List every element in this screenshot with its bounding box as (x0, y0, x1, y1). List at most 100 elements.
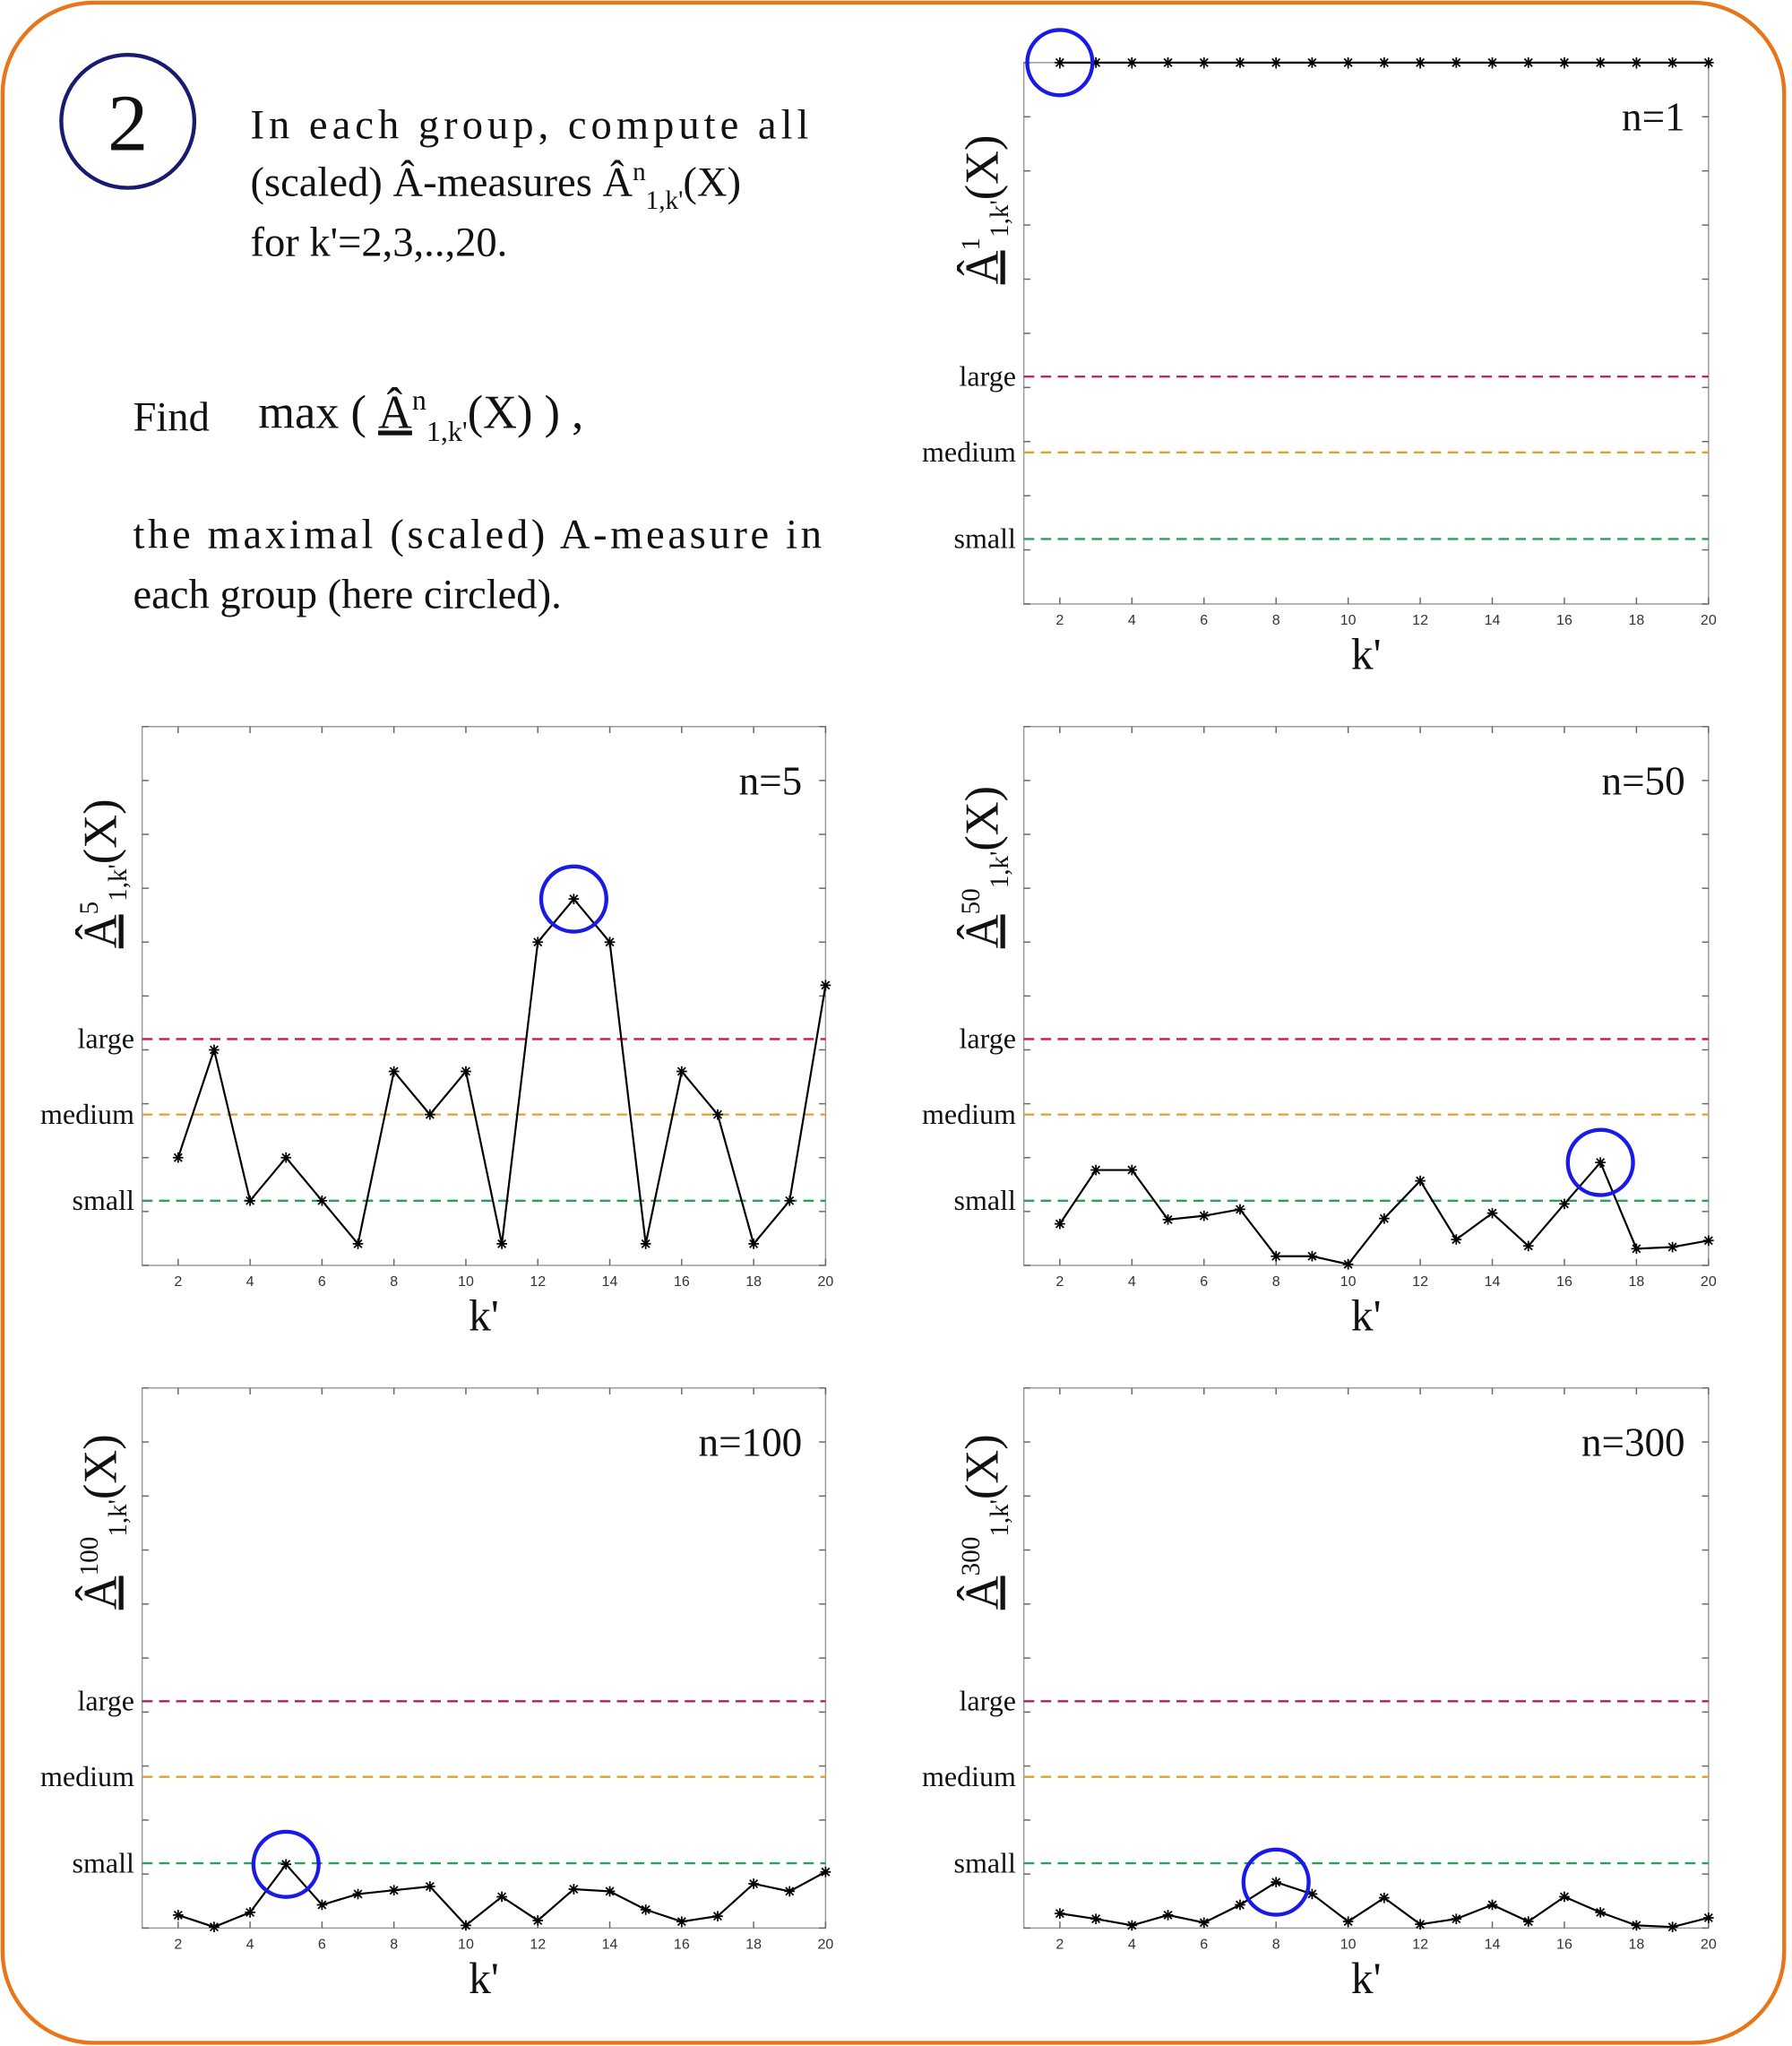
point-marker (1126, 1920, 1138, 1931)
threshold-label: small (954, 1184, 1016, 1216)
formula-op: max ( (258, 386, 378, 438)
threshold-label: medium (922, 436, 1016, 468)
x-tick-label: 14 (1485, 1274, 1501, 1290)
point-marker (1306, 1250, 1318, 1262)
x-tick-label: 18 (1629, 1938, 1645, 1953)
y-axis-label: Â3001,k'(X) (957, 1434, 1015, 1610)
y-label-base: Â (957, 1576, 1009, 1610)
x-tick-label: 8 (1272, 1274, 1280, 1290)
x-tick-label: 18 (745, 1938, 762, 1953)
y-label-sup: 50 (957, 888, 986, 914)
formula-arg: (X) (683, 160, 741, 205)
threshold-label: large (960, 1023, 1016, 1055)
point-marker (1703, 57, 1714, 68)
x-tick-label: 10 (1340, 1274, 1357, 1290)
highlight-circle (1241, 1847, 1311, 1917)
y-label-base: Â (957, 250, 1009, 284)
point-marker (604, 937, 616, 948)
point-marker (1595, 57, 1607, 68)
x-tick-label: 16 (1556, 1274, 1572, 1290)
point-marker (1486, 1207, 1498, 1219)
x-tick-label: 14 (1485, 1938, 1501, 1953)
y-axis-label: Â51,k'(X) (75, 799, 134, 948)
step-circle (59, 52, 197, 190)
x-tick-label: 6 (318, 1274, 326, 1290)
panel-title: n=300 (1581, 1420, 1685, 1464)
threshold-label: medium (922, 1098, 1016, 1130)
y-label-sub: 1,k' (104, 864, 133, 902)
point-marker (1126, 57, 1138, 68)
formula-arg: (X) (468, 386, 533, 438)
point-marker (352, 1239, 364, 1249)
find-word: Find (133, 394, 209, 440)
point-marker (712, 1109, 723, 1120)
x-tick-label: 2 (1055, 613, 1064, 628)
formula-close: ) , (532, 386, 583, 438)
y-label-arg: (X) (957, 135, 1009, 201)
x-tick-label: 20 (1701, 1274, 1717, 1290)
highlight-circle (538, 864, 608, 934)
point-marker (1055, 1908, 1065, 1919)
point-marker (640, 1904, 651, 1915)
point-marker (1667, 57, 1678, 68)
step-number: 2 (108, 78, 148, 168)
x-tick-label: 18 (1629, 1274, 1645, 1290)
x-tick-label: 20 (1701, 613, 1717, 628)
point-marker (1342, 1258, 1354, 1270)
threshold-label: small (73, 1184, 134, 1216)
point-marker (1235, 1204, 1245, 1215)
panel-title: n=100 (699, 1420, 803, 1464)
point-marker (1342, 1916, 1354, 1927)
x-tick-label: 12 (1412, 613, 1428, 628)
y-axis-label: Â501,k'(X) (957, 786, 1015, 948)
x-axis-label: k' (469, 1954, 499, 2003)
point-marker (1522, 1240, 1534, 1252)
x-tick-label: 4 (1128, 1938, 1136, 1953)
x-tick-label: 2 (1055, 1274, 1064, 1290)
point-marker (209, 1921, 220, 1933)
point-marker (640, 1239, 651, 1249)
y-label-sup: 300 (957, 1537, 986, 1576)
point-marker (316, 1195, 328, 1206)
x-tick-label: 12 (1412, 1274, 1428, 1290)
x-tick-label: 14 (1485, 613, 1501, 628)
highlight-circle (1025, 28, 1095, 98)
point-marker (1703, 1912, 1714, 1923)
x-tick-label: 20 (817, 1274, 833, 1290)
point-marker (1306, 57, 1318, 68)
point-marker (1055, 1218, 1065, 1230)
x-tick-label: 6 (318, 1938, 326, 1953)
x-tick-label: 18 (1629, 613, 1645, 628)
x-tick-label: 4 (246, 1938, 254, 1953)
point-marker (1198, 57, 1210, 68)
point-marker (1415, 57, 1426, 68)
point-marker (748, 1239, 759, 1249)
x-tick-label: 12 (1412, 1938, 1428, 1953)
x-tick-label: 12 (530, 1938, 546, 1953)
point-marker (1271, 1250, 1282, 1262)
point-marker (532, 1915, 544, 1926)
intro-line: the maximal (scaled) A-measure in (133, 512, 822, 557)
x-tick-label: 8 (1272, 613, 1280, 628)
series-line (1059, 1880, 1710, 1929)
point-marker (1306, 1888, 1318, 1900)
point-marker (1415, 1919, 1426, 1929)
point-marker (280, 1152, 292, 1163)
x-tick-label: 4 (246, 1274, 254, 1290)
y-label-arg: (X) (75, 1434, 127, 1499)
x-tick-label: 10 (458, 1938, 474, 1953)
point-marker (172, 1152, 184, 1163)
point-marker (1379, 1213, 1390, 1224)
point-marker (532, 937, 544, 948)
point-marker (388, 1066, 400, 1077)
x-tick-label: 8 (390, 1274, 398, 1290)
point-marker (1631, 1920, 1642, 1931)
y-label-sub: 1,k' (986, 851, 1014, 889)
y-label-base: Â (75, 914, 127, 948)
x-tick-label: 2 (174, 1274, 182, 1290)
point-marker (245, 1907, 255, 1918)
point-marker (1162, 1214, 1174, 1225)
y-label-arg: (X) (957, 786, 1009, 851)
point-marker (461, 1066, 471, 1077)
